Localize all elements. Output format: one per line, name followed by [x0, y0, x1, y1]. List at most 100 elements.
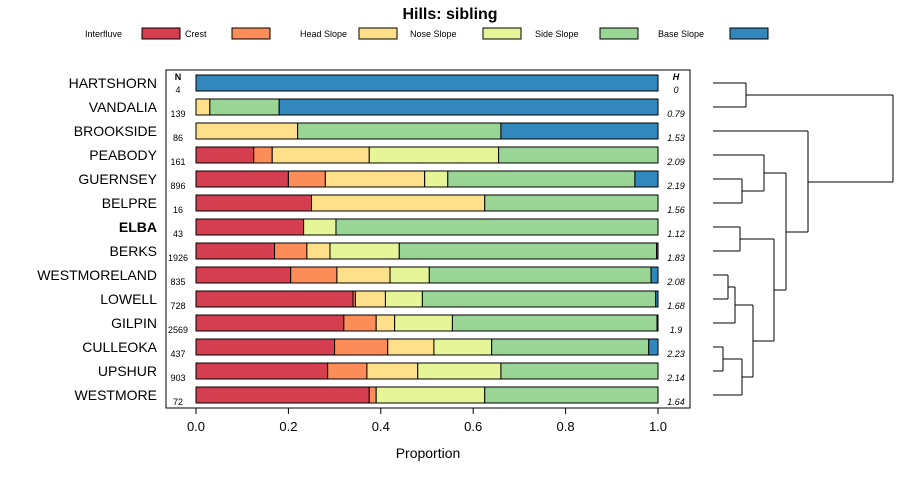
bar-segment-nose-slope [329, 242, 400, 260]
bar-segment-head-slope [375, 314, 396, 332]
row-n-value: 4 [175, 85, 180, 95]
bar-row-brookside: BROOKSIDE 86 1.53 [74, 122, 685, 143]
bar-segment-side-slope [491, 338, 650, 356]
dendrogram-link [713, 178, 743, 204]
bar-segment-crest [343, 314, 377, 332]
bar-row-guernsey: GUERNSEY 896 2.19 [78, 170, 685, 191]
bar-segment-head-slope [271, 146, 370, 164]
row-label: BELPRE [102, 195, 157, 211]
bar-row-vandalia: VANDALIA 139 0.79 [89, 98, 685, 119]
row-label: BERKS [110, 243, 157, 259]
bar-segment-side-slope [398, 242, 658, 260]
bar-row-belpre: BELPRE 16 1.56 [102, 194, 685, 215]
x-tick-label: 0.4 [372, 419, 390, 434]
legend-swatch-side-slope [599, 27, 639, 40]
bar-segment-nose-slope [417, 362, 502, 380]
bar-segment-side-slope [209, 98, 280, 116]
row-label: HARTSHORN [69, 75, 157, 91]
x-tick-label: 0.2 [279, 419, 297, 434]
bar-row-lowell: LOWELL 728 1.68 [100, 290, 685, 311]
row-h-value: 1.68 [667, 301, 685, 311]
row-n-value: 43 [173, 229, 183, 239]
legend-label-crest: Crest [185, 29, 207, 39]
row-n-value: 728 [170, 301, 185, 311]
row-h-value: 1.64 [667, 397, 685, 407]
legend-swatch-nose-slope [482, 27, 522, 40]
dendrogram-link [713, 274, 729, 300]
bar-segment-nose-slope [303, 218, 337, 236]
bar-segment-side-slope [421, 290, 657, 308]
bar-segment-base-slope [634, 170, 659, 188]
dendrogram-link [713, 154, 765, 192]
legend-swatch-crest [231, 27, 271, 40]
bar-segment-crest [287, 170, 326, 188]
dendrogram-link [740, 238, 775, 342]
bar-segment-head-slope [354, 290, 386, 308]
bar-row-elba: ELBA 43 1.12 [119, 218, 685, 239]
row-n-value: 161 [170, 157, 185, 167]
row-h-value: 2.08 [666, 277, 685, 287]
bar-segment-base-slope [650, 266, 659, 284]
x-tick-label: 0.8 [557, 419, 575, 434]
dendrogram-link [786, 131, 809, 233]
bar-segment-nose-slope [424, 170, 449, 188]
bar-segment-side-slope [484, 194, 659, 212]
bar-segment-base-slope [656, 242, 659, 260]
bar-segment-head-slope [306, 242, 331, 260]
row-n-value: 437 [170, 349, 185, 359]
row-label: LOWELL [100, 291, 157, 307]
row-label: BROOKSIDE [74, 123, 157, 139]
row-n-value: 896 [170, 181, 185, 191]
bar-segment-base-slope [278, 98, 659, 116]
bar-segment-crest [274, 242, 308, 260]
x-tick-label: 0.6 [464, 419, 482, 434]
row-n-value: 835 [170, 277, 185, 287]
dendrogram-link [713, 358, 743, 396]
bar-segment-crest [290, 266, 338, 284]
bar-row-westmore: WESTMORE 72 1.64 [75, 386, 685, 407]
legend-label-nose-slope: Nose Slope [410, 29, 457, 39]
bar-segment-base-slope [655, 290, 659, 308]
bar-segment-interfluve [195, 170, 289, 188]
x-axis-label: Proportion [396, 445, 461, 461]
row-h-value: 2.19 [666, 181, 685, 191]
row-label: ELBA [119, 219, 157, 235]
bar-segment-head-slope [336, 266, 391, 284]
dendrogram-link [713, 286, 736, 324]
bar-segment-side-slope [335, 218, 659, 236]
bar-segment-head-slope [195, 98, 211, 116]
bar-row-gilpin: GILPIN 2569 1.9 [111, 314, 683, 335]
n-column-header: N [175, 72, 182, 82]
row-label: WESTMORELAND [37, 267, 157, 283]
row-n-value: 903 [170, 373, 185, 383]
row-label: WESTMORE [75, 387, 157, 403]
bar-segment-interfluve [195, 218, 305, 236]
row-n-value: 86 [173, 133, 183, 143]
row-n-value: 2569 [168, 325, 188, 335]
row-label: UPSHUR [98, 363, 157, 379]
row-h-value: 2.09 [666, 157, 685, 167]
row-h-value: 2.23 [666, 349, 685, 359]
legend-label-interfluve: Interfluve [85, 29, 122, 39]
bar-segment-side-slope [484, 386, 659, 404]
dendrogram [713, 82, 894, 396]
bar-row-westmoreland: WESTMORELAND 835 2.08 [37, 266, 685, 287]
x-axis: 0.0 0.2 0.4 0.6 0.8 1.0 [187, 408, 667, 434]
bar-row-berks: BERKS 1926 1.83 [110, 242, 685, 263]
bar-segment-base-slope [500, 122, 659, 140]
legend-label-head-slope: Head Slope [300, 29, 347, 39]
legend-label-side-slope: Side Slope [535, 29, 579, 39]
plot-frame [165, 69, 691, 409]
chart-title: Hills: sibling [402, 6, 497, 23]
row-h-value: 0 [673, 85, 678, 95]
bar-segment-head-slope [324, 170, 426, 188]
row-h-value: 1.9 [670, 325, 683, 335]
dendrogram-link [735, 304, 754, 378]
dendrogram-link [713, 346, 724, 372]
x-tick-label: 0.0 [187, 419, 205, 434]
bar-segment-interfluve [195, 242, 276, 260]
x-tick-label: 1.0 [649, 419, 667, 434]
h-column-header: H [673, 72, 680, 82]
bar-rows: HARTSHORN 4 0 VANDALIA 139 0.79 BROOKSIDE 86 1.5… [37, 74, 685, 407]
